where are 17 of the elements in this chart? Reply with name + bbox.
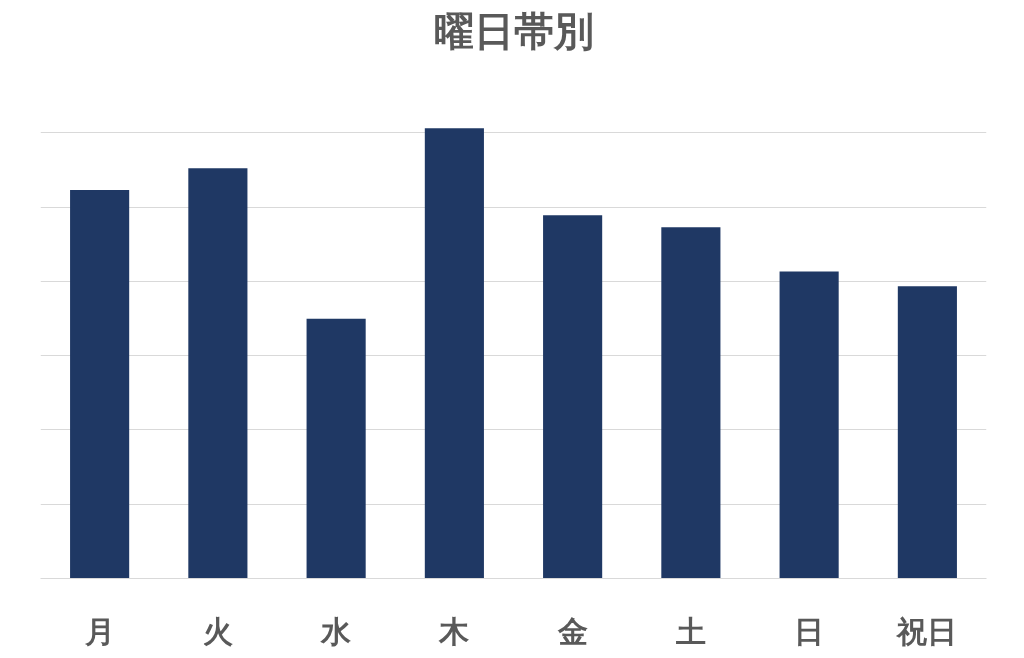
bar: [543, 215, 603, 579]
bar: [70, 189, 130, 579]
bar: [188, 168, 248, 579]
bar: [306, 318, 366, 579]
x-tick-label: 祝日: [895, 614, 958, 648]
x-tick-label: 火: [202, 614, 233, 648]
bar: [424, 128, 484, 579]
bar: [661, 227, 721, 579]
x-tick-label: 月: [83, 614, 115, 648]
x-tick-label: 金: [556, 614, 588, 648]
x-tick-label: 水: [320, 614, 353, 648]
x-tick-label: 土: [674, 614, 706, 648]
x-tick-label: 木: [438, 614, 471, 648]
chart-title: 曜日帯別: [433, 7, 594, 54]
bar: [897, 286, 957, 579]
x-tick-label: 日: [794, 614, 825, 648]
bar: [779, 271, 839, 579]
